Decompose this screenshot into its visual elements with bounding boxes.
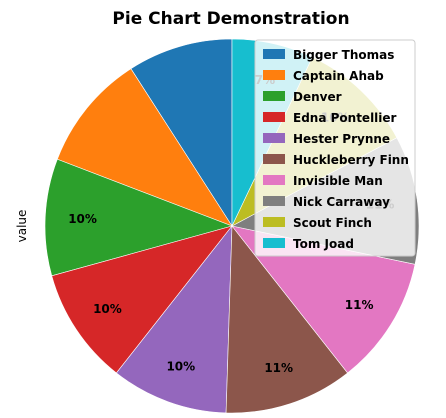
pie-slice-bigger-thomas bbox=[130, 38, 233, 228]
legend-label-captain-ahab: Captain Ahab bbox=[293, 69, 384, 83]
legend-label-huckleberry-finn: Huckleberry Finn bbox=[293, 153, 409, 167]
legend-swatch-huckleberry-finn bbox=[263, 154, 285, 164]
legend-swatch-nick-carraway bbox=[263, 196, 285, 206]
pie-slice-edna-pontellier bbox=[51, 225, 233, 374]
legend-label-scout-finch: Scout Finch bbox=[293, 216, 372, 230]
percent-label-hester-prynne: 10% bbox=[166, 360, 195, 374]
legend-swatch-denver bbox=[263, 91, 285, 101]
legend: Bigger Thomas Captain Ahab Denver Edna Pont… bbox=[254, 39, 416, 257]
pie-slice-hester-prynne bbox=[115, 225, 233, 414]
pie-slice-huckleberry-finn bbox=[225, 225, 349, 414]
legend-swatch-edna-pontellier bbox=[263, 112, 285, 122]
legend-label-denver: Denver bbox=[293, 90, 342, 104]
legend-swatch-scout-finch bbox=[263, 217, 285, 227]
legend-swatch-captain-ahab bbox=[263, 70, 285, 80]
legend-box bbox=[254, 39, 416, 257]
percent-label-invisible-man: 11% bbox=[345, 298, 374, 312]
chart-title: Pie Chart Demonstration bbox=[112, 9, 349, 29]
legend-label-tom-joad: Tom Joad bbox=[293, 237, 354, 251]
legend-swatch-bigger-thomas bbox=[263, 49, 285, 59]
percent-label-huckleberry-finn: 11% bbox=[264, 361, 293, 375]
legend-swatch-invisible-man bbox=[263, 175, 285, 185]
percent-label-edna-pontellier: 10% bbox=[93, 302, 122, 316]
legend-label-edna-pontellier: Edna Pontellier bbox=[293, 111, 397, 125]
legend-label-nick-carraway: Nick Carraway bbox=[293, 195, 390, 209]
pie-slice-invisible-man bbox=[231, 225, 416, 374]
legend-label-hester-prynne: Hester Prynne bbox=[293, 132, 390, 146]
legend-swatch-hester-prynne bbox=[263, 133, 285, 143]
legend-label-bigger-thomas: Bigger Thomas bbox=[293, 48, 394, 62]
legend-label-invisible-man: Invisible Man bbox=[293, 174, 383, 188]
pie-slice-denver bbox=[44, 158, 233, 277]
legend-swatch-tom-joad bbox=[263, 238, 285, 248]
percent-label-denver: 10% bbox=[68, 212, 97, 226]
y-axis-label: value bbox=[15, 210, 29, 243]
pie-slice-captain-ahab bbox=[56, 68, 233, 227]
